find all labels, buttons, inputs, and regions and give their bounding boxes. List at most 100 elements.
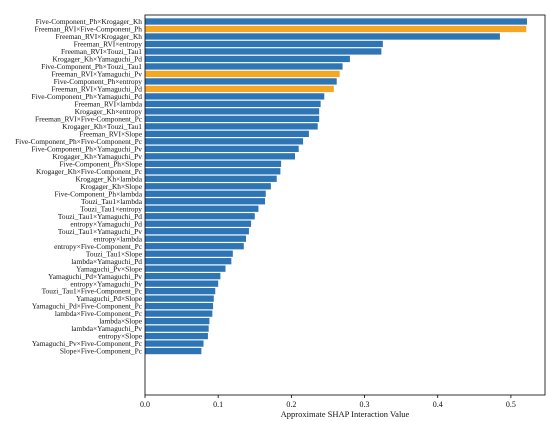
category-label: Freeman_RVI×lambda: [74, 99, 142, 108]
category-label: lambda×Yamaguchi_Pv: [71, 324, 142, 333]
category-label: Touzi_Tau1×entropy: [80, 204, 142, 213]
category-label: Yamaguchi_Pd×Yamaguchi_Pv: [48, 272, 142, 281]
bar-5: [145, 48, 382, 55]
category-label: Five-Component_Ph×Touzi_Tau1: [41, 62, 142, 71]
category-label: Five-Component_Ph×Slope: [59, 159, 142, 168]
category-label: Freeman_RVI×Yamaguchi_Pd: [51, 85, 142, 94]
bar-21: [145, 168, 281, 175]
bar-42: [145, 325, 209, 332]
x-axis-ticks: 0.0 0.1 0.2 0.3 0.4 0.5: [140, 395, 516, 409]
category-label: Five-Component_Ph×lambda: [54, 189, 142, 198]
category-label: Five-Component_Ph×Krogager_Kh: [36, 17, 143, 26]
bar-31: [145, 243, 244, 250]
bar-44: [145, 340, 204, 347]
category-label: Freeman_RVI×Touzi_Tau1: [61, 47, 142, 56]
bar-40: [145, 310, 213, 317]
category-label: Krogager_Kh×entropy: [75, 107, 143, 116]
category-label: Krogager_Kh×Yamaguchi_Pv: [52, 152, 142, 161]
bar-14: [145, 115, 320, 123]
bar-17: [145, 138, 304, 145]
category-label: Krogager_Kh×Five-Component_Pc: [36, 167, 143, 176]
x-tick-label: 0.1: [213, 400, 223, 409]
category-label: Touzi_Tau1×lambda: [81, 197, 143, 206]
bar-13: [145, 108, 320, 115]
bar-27: [145, 213, 255, 220]
category-label: Yamaguchi_Pd×Slope: [76, 294, 143, 303]
category-label: Krogager_Kh×Touzi_Tau1: [62, 122, 142, 131]
category-label: Touzi_Tau1×Five-Component_Pc: [42, 287, 143, 296]
category-label: entropy×Yamaguchi_Pd: [70, 219, 142, 228]
category-label: Krogager_Kh×Slope: [80, 182, 142, 191]
category-label: Freeman_RVI×Yamaguchi_Pv: [51, 70, 142, 79]
category-label: Krogager_Kh×Yamaguchi_Pd: [52, 55, 142, 64]
category-label: entropy×Five-Component_Pc: [54, 242, 143, 251]
category-label: Five-Component_Ph×Yamaguchi_Pv: [31, 144, 142, 153]
category-label: entropy×Yamaguchi_Pv: [70, 279, 142, 288]
bar-9: [145, 78, 337, 85]
bar-36: [145, 280, 219, 287]
x-tick-label: 0.2: [286, 400, 296, 409]
category-label: Touzi_Tau1×Yamaguchi_Pv: [58, 227, 142, 236]
category-label: Freeman_RVI×Slope: [79, 129, 142, 138]
category-label: Freeman_RVI×Five-Component_Pc: [35, 114, 143, 123]
bar-4: [145, 40, 383, 48]
category-label: Yamaguchi_Pv×Slope: [76, 264, 143, 273]
bar-35: [145, 273, 221, 280]
category-label: entropy×lambda: [94, 234, 143, 243]
category-label: Five-Component_Ph×Five-Component_Pc: [15, 137, 143, 146]
x-tick-label: 0.0: [140, 400, 150, 409]
bar-16: [145, 130, 309, 137]
category-label: Yamaguchi_Pd×Five-Component_Pc: [32, 302, 143, 311]
bar-19: [145, 153, 296, 160]
bar-45: [145, 347, 202, 355]
category-label: Krogager_Kh×lambda: [75, 174, 142, 183]
bar-12: [145, 100, 321, 108]
category-labels: Five-Component_Ph×Krogager_KhFreeman_RVI…: [15, 17, 143, 356]
bar-15: [145, 123, 318, 130]
category-label: Freeman_RVI×Five-Component_Ph: [35, 25, 143, 34]
category-label: Freeman_RVI×Krogager_Kh: [56, 32, 143, 41]
bar-10: [145, 85, 334, 93]
category-label: Five-Component_Ph×entropy: [54, 77, 143, 86]
bar-11: [145, 93, 325, 100]
bar-26: [145, 205, 259, 212]
category-label: Slope×Five-Component_Pc: [60, 347, 143, 356]
bar-8: [145, 70, 340, 78]
category-label: Yamaguchi_Pv×Five-Component_Pc: [32, 339, 143, 348]
category-label: Touzi_Tau1×Slope: [86, 249, 143, 258]
bar-3: [145, 33, 500, 40]
bar-28: [145, 220, 252, 227]
bar-34: [145, 265, 226, 272]
plot-frame: [144, 14, 546, 396]
bar-30: [145, 235, 246, 242]
x-tick-label: 0.5: [506, 400, 516, 409]
bar-7: [145, 63, 343, 70]
bars-layer: [145, 18, 527, 355]
bar-20: [145, 160, 282, 167]
bar-2: [145, 25, 527, 33]
category-label: Touzi_Tau1×Yamaguchi_Pd: [58, 212, 142, 221]
bar-38: [145, 295, 214, 302]
bar-43: [145, 332, 208, 340]
bar-18: [145, 145, 299, 152]
bar-22: [145, 175, 277, 182]
category-label: entropy×Slope: [98, 332, 142, 341]
category-label: lambda×Yamaguchi_Pd: [71, 257, 142, 266]
category-label: Five-Component_Ph×Yamaguchi_Pd: [31, 92, 142, 101]
bar-23: [145, 183, 271, 190]
bar-33: [145, 258, 232, 265]
bar-41: [145, 317, 210, 325]
x-tick-label: 0.4: [433, 400, 443, 409]
bar-39: [145, 302, 214, 310]
category-label: Freeman_RVI×entropy: [74, 40, 143, 49]
x-axis-label: Approximate SHAP Interaction Value: [281, 409, 410, 419]
bar-32: [145, 250, 233, 257]
category-label: lambda×Five-Component_Pc: [55, 309, 143, 318]
bar-29: [145, 228, 249, 235]
bar-6: [145, 55, 350, 63]
bar-24: [145, 190, 266, 197]
category-label: lambda×Slope: [99, 317, 142, 326]
bar-1: [145, 18, 527, 25]
bar-37: [145, 287, 216, 295]
